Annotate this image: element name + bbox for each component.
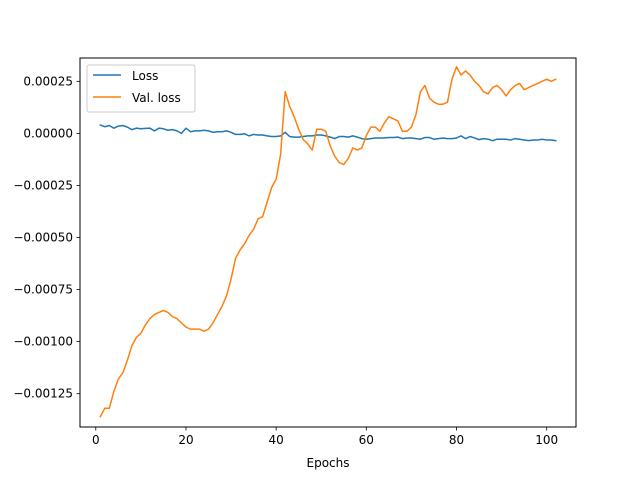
x-tick-label: 20 bbox=[178, 433, 193, 447]
x-axis-ticks: 0 20 40 60 80 100 bbox=[92, 427, 558, 447]
x-axis-title: Epochs bbox=[307, 456, 350, 470]
x-tick-label: 60 bbox=[359, 433, 374, 447]
legend: Loss Val. loss bbox=[86, 64, 196, 113]
y-tick-label: 0.00025 bbox=[23, 74, 73, 88]
y-tick-label: −0.00125 bbox=[13, 387, 73, 401]
y-tick-label: −0.00050 bbox=[13, 231, 73, 245]
x-tick-label: 40 bbox=[269, 433, 284, 447]
x-tick-label: 80 bbox=[449, 433, 464, 447]
y-tick-label: −0.00100 bbox=[13, 335, 73, 349]
legend-label-val-loss: Val. loss bbox=[132, 91, 181, 105]
series-layer bbox=[99, 66, 557, 418]
y-tick-label: −0.00025 bbox=[13, 178, 73, 192]
y-tick-label: 0.00000 bbox=[23, 126, 73, 140]
x-tick-label: 100 bbox=[535, 433, 558, 447]
series-line-val-loss bbox=[99, 66, 557, 418]
y-axis-ticks: −0.00125 −0.00100 −0.00075 −0.00050 −0.00025… bbox=[13, 74, 80, 401]
legend-box bbox=[86, 64, 196, 113]
x-tick-label: 0 bbox=[92, 433, 100, 447]
plot-frame bbox=[79, 57, 577, 428]
legend-label-loss: Loss bbox=[132, 69, 158, 83]
y-tick-label: −0.00075 bbox=[13, 283, 73, 297]
